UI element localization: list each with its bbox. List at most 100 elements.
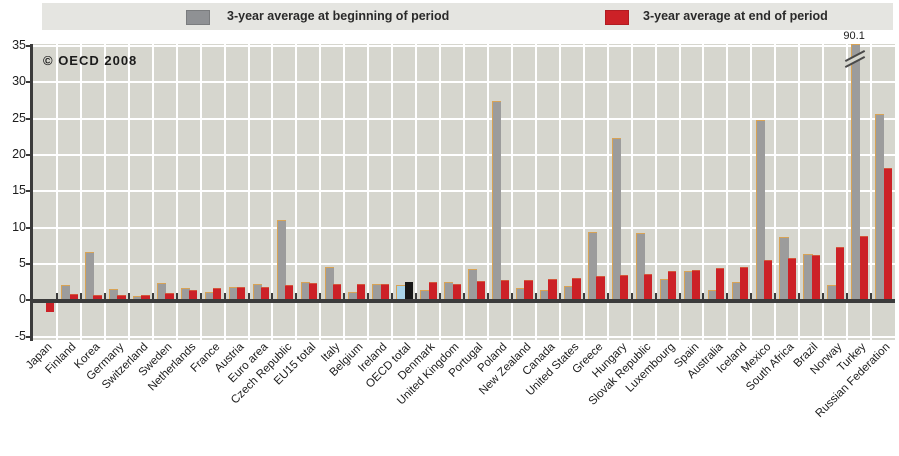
v-gridline <box>534 44 537 340</box>
category-tick <box>55 293 58 301</box>
x-axis-labels: Japan Finland Korea Germany Switzerland Swede… <box>24 341 895 424</box>
category-tick <box>486 293 489 301</box>
bar-eu15-total-begin <box>300 281 310 302</box>
v-gridline <box>271 44 274 340</box>
y-tick <box>26 45 33 48</box>
bar-finland-begin <box>61 285 71 302</box>
bar-mexico-begin <box>755 120 765 302</box>
bar-greece-end <box>596 275 605 302</box>
category-tick <box>726 293 729 301</box>
category-tick <box>247 293 250 301</box>
y-tick-label-20: 20 <box>12 147 26 162</box>
bar-belgium-begin <box>348 291 358 302</box>
bar-norway-end <box>835 246 844 302</box>
bar-denmark-end <box>428 282 437 302</box>
bar-poland-end <box>500 280 509 302</box>
bar-australia-begin <box>707 289 717 302</box>
bar-russian-federation-end <box>883 168 892 302</box>
bar-france-begin <box>204 291 214 302</box>
bar-new-zealand-begin <box>516 288 526 302</box>
v-gridline <box>726 44 729 340</box>
bar-netherlands-end <box>189 290 198 302</box>
bar-turkey-end <box>859 236 868 302</box>
y-tick <box>26 190 33 193</box>
bar-iceland-end <box>739 266 749 302</box>
bar-hungary-end <box>620 274 629 302</box>
v-gridline <box>582 44 585 340</box>
bar-united-kingdom-end <box>452 283 461 302</box>
category-tick <box>391 293 394 301</box>
bar-slovak-republic-end <box>644 273 653 302</box>
v-gridline <box>103 44 106 340</box>
v-gridline <box>606 44 609 340</box>
bar-ireland-end <box>380 283 389 302</box>
category-tick <box>151 293 154 301</box>
bar-united-states-begin <box>563 285 574 302</box>
v-gridline <box>295 44 298 340</box>
category-tick <box>702 293 705 301</box>
y-tick <box>26 263 33 266</box>
y-tick <box>26 299 33 302</box>
bar-switzerland-begin <box>132 296 143 302</box>
bar-sweden-begin <box>156 282 167 302</box>
v-gridline <box>510 44 513 340</box>
bar-canada-end <box>548 278 557 302</box>
v-gridline <box>319 44 322 340</box>
v-gridline <box>391 44 394 340</box>
v-gridline <box>127 44 130 340</box>
v-gridline <box>798 44 801 340</box>
category-tick <box>367 293 370 301</box>
bar-brazil-begin <box>803 253 813 302</box>
legend-label-begin: 3-year average at beginning of period <box>227 9 450 23</box>
chart-legend: 3-year average at beginning of period 3-… <box>42 3 893 30</box>
bar-denmark-begin <box>420 289 430 302</box>
v-gridline <box>367 44 370 340</box>
bar-germany-begin <box>109 288 119 302</box>
category-tick <box>534 293 537 301</box>
category-tick <box>439 293 442 301</box>
v-gridline <box>486 44 489 340</box>
legend-swatch-begin <box>186 10 210 25</box>
v-gridline <box>247 44 250 340</box>
category-tick <box>846 293 849 301</box>
category-tick <box>798 293 801 301</box>
category-tick <box>199 293 202 301</box>
bar-sweden-end <box>165 293 174 302</box>
bar-south-africa-begin <box>779 237 789 302</box>
legend-swatch-end <box>605 10 629 25</box>
v-gridline <box>702 44 705 340</box>
v-gridline <box>870 44 873 340</box>
bar-greece-begin <box>587 232 598 302</box>
bar-australia-end <box>716 267 725 302</box>
category-tick <box>870 293 873 301</box>
category-tick <box>103 293 106 301</box>
bar-luxembourg-begin <box>659 279 669 302</box>
y-axis-line <box>30 44 33 341</box>
v-gridline <box>415 44 418 340</box>
category-tick <box>678 293 681 301</box>
bar-mexico-end <box>763 259 773 302</box>
y-tick <box>26 154 33 157</box>
bar-united-kingdom-begin <box>444 282 454 302</box>
bar-slovak-republic-begin <box>635 232 645 302</box>
y-tick-label-25: 25 <box>12 110 26 125</box>
category-tick <box>343 293 346 301</box>
y-tick-label-10: 10 <box>12 219 26 234</box>
v-gridline <box>558 44 561 340</box>
v-gridline <box>175 44 178 340</box>
v-gridline <box>79 44 82 340</box>
y-tick <box>26 81 33 84</box>
category-tick <box>750 293 753 301</box>
bar-finland-end <box>69 293 78 302</box>
bar-new-zealand-end <box>524 280 533 302</box>
category-tick <box>582 293 585 301</box>
bar-switzerland-end <box>141 294 150 302</box>
category-tick <box>654 293 657 301</box>
bar-germany-end <box>117 295 126 302</box>
v-gridline <box>822 44 825 340</box>
bar-euro-area-begin <box>252 283 262 302</box>
v-gridline <box>439 44 442 340</box>
bar-czech-republic-end <box>285 285 294 302</box>
bar-brazil-end <box>811 254 820 302</box>
bar-italy-begin <box>324 266 334 302</box>
